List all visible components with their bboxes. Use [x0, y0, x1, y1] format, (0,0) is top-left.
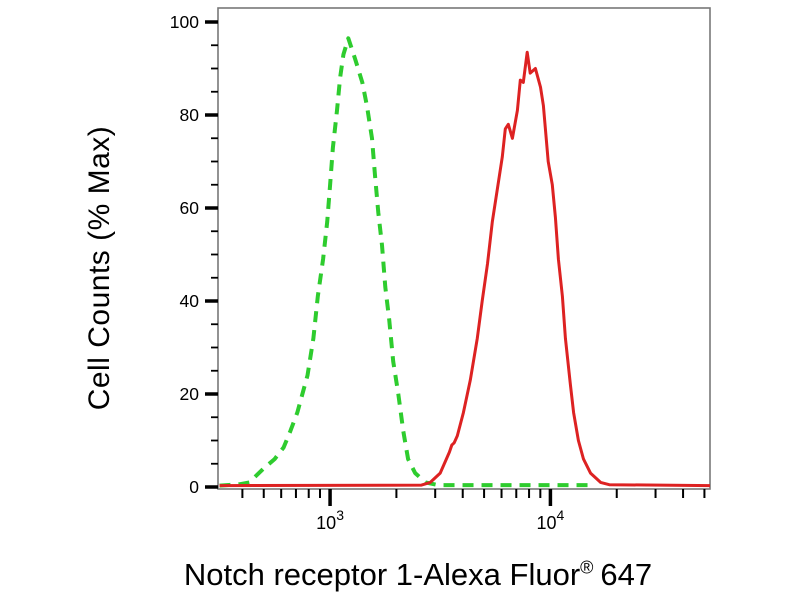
- registered-trademark-icon: ®: [580, 557, 594, 578]
- x-tick-label: 103: [316, 507, 344, 533]
- plot-frame: [217, 7, 711, 490]
- y-tick-label: 0: [189, 477, 199, 497]
- x-axis-title: Notch receptor 1-Alexa Fluor® 647: [184, 557, 652, 593]
- x-axis-title-main: Notch receptor 1-Alexa Fluor: [183, 557, 581, 592]
- y-tick-label: 80: [180, 105, 200, 125]
- y-tick-label: 60: [180, 198, 200, 218]
- x-tick-label: 104: [536, 507, 564, 533]
- x-axis-title-number: 647: [600, 557, 653, 592]
- curve-red-solid-stained: [219, 50, 711, 488]
- curve-green-dashed-control: [219, 36, 595, 488]
- y-tick-label: 40: [180, 291, 200, 311]
- y-tick-label: 100: [170, 12, 199, 32]
- y-tick-label: 20: [180, 384, 200, 404]
- y-axis-title: Cell Counts (% Max): [83, 125, 116, 411]
